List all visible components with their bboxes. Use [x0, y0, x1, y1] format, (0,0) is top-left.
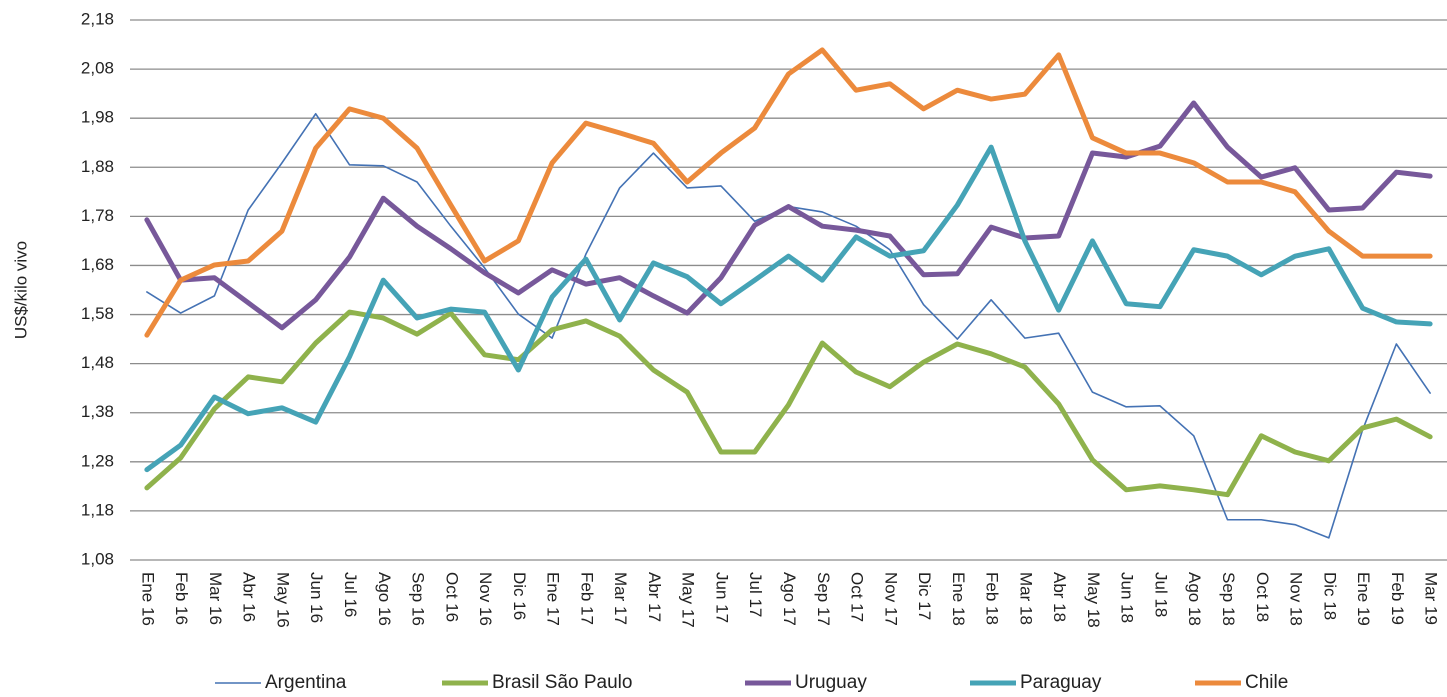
y-tick-label: 1,88 — [81, 157, 114, 176]
x-tick-label: Ago 18 — [1185, 572, 1204, 626]
x-tick-label: Jun 17 — [712, 572, 731, 623]
x-tick-label: Jul 16 — [341, 572, 360, 617]
legend-label: Uruguay — [795, 672, 867, 693]
y-tick-label: 1,38 — [81, 402, 114, 421]
x-tick-label: Feb 19 — [1388, 572, 1407, 625]
series-line — [144, 47, 1433, 338]
x-tick-label: Ago 16 — [375, 572, 394, 626]
x-tick-label: Nov 16 — [476, 572, 495, 626]
x-tick-label: Abr 16 — [240, 572, 259, 622]
y-axis-label: US$/kilo vivo — [11, 241, 30, 339]
y-tick-label: 1,98 — [81, 108, 114, 127]
series-line — [144, 309, 1433, 498]
x-tick-label: May 16 — [273, 572, 292, 628]
x-tick-label: May 18 — [1084, 572, 1103, 628]
x-tick-label: Abr 18 — [1050, 572, 1069, 622]
x-tick-label: Oct 17 — [848, 572, 867, 622]
x-tick-label: Dic 17 — [915, 572, 934, 620]
x-tick-label: Nov 17 — [881, 572, 900, 626]
series-line — [144, 100, 1433, 331]
x-tick-label: Dic 18 — [1320, 572, 1339, 620]
x-tick-label: Mar 18 — [1016, 572, 1035, 625]
x-tick-label: Feb 18 — [983, 572, 1002, 625]
y-tick-label: 1,18 — [81, 500, 114, 519]
x-tick-label: Sep 18 — [1219, 572, 1238, 626]
legend-label: Brasil São Paulo — [492, 672, 632, 693]
legend-label: Argentina — [265, 672, 347, 693]
y-tick-label: 1,78 — [81, 206, 114, 225]
x-tick-label: Dic 16 — [510, 572, 529, 620]
x-tick-label: Ene 19 — [1354, 572, 1373, 626]
x-tick-label: Jun 18 — [1118, 572, 1137, 623]
x-tick-label: May 17 — [679, 572, 698, 628]
legend-label: Chile — [1245, 672, 1288, 693]
x-tick-label: Mar 19 — [1422, 572, 1441, 625]
x-tick-label: Ene 18 — [949, 572, 968, 626]
x-tick-label: Nov 18 — [1287, 572, 1306, 626]
y-tick-label: 1,68 — [81, 255, 114, 274]
y-tick-label: 1,08 — [81, 549, 114, 568]
x-tick-label: Jul 17 — [746, 572, 765, 617]
y-tick-label: 2,18 — [81, 9, 114, 28]
x-tick-label: Ene 17 — [544, 572, 563, 626]
x-tick-label: Feb 17 — [577, 572, 596, 625]
x-tick-label: Oct 18 — [1253, 572, 1272, 622]
series-line — [144, 144, 1433, 473]
legend-label: Paraguay — [1020, 672, 1102, 693]
y-tick-label: 2,08 — [81, 59, 114, 78]
x-tick-label: Sep 16 — [409, 572, 428, 626]
x-tick-label: Mar 16 — [206, 572, 225, 625]
y-tick-label: 1,58 — [81, 304, 114, 323]
x-tick-label: Ene 16 — [138, 572, 157, 626]
x-tick-label: Jul 18 — [1151, 572, 1170, 617]
x-tick-label: Mar 17 — [611, 572, 630, 625]
y-tick-label: 1,48 — [81, 353, 114, 372]
x-tick-label: Sep 17 — [814, 572, 833, 626]
x-tick-label: Feb 16 — [172, 572, 191, 625]
x-tick-label: Abr 17 — [645, 572, 664, 622]
y-tick-label: 1,28 — [81, 451, 114, 470]
x-tick-label: Jun 16 — [307, 572, 326, 623]
x-tick-label: Oct 16 — [442, 572, 461, 622]
x-tick-label: Ago 17 — [780, 572, 799, 626]
